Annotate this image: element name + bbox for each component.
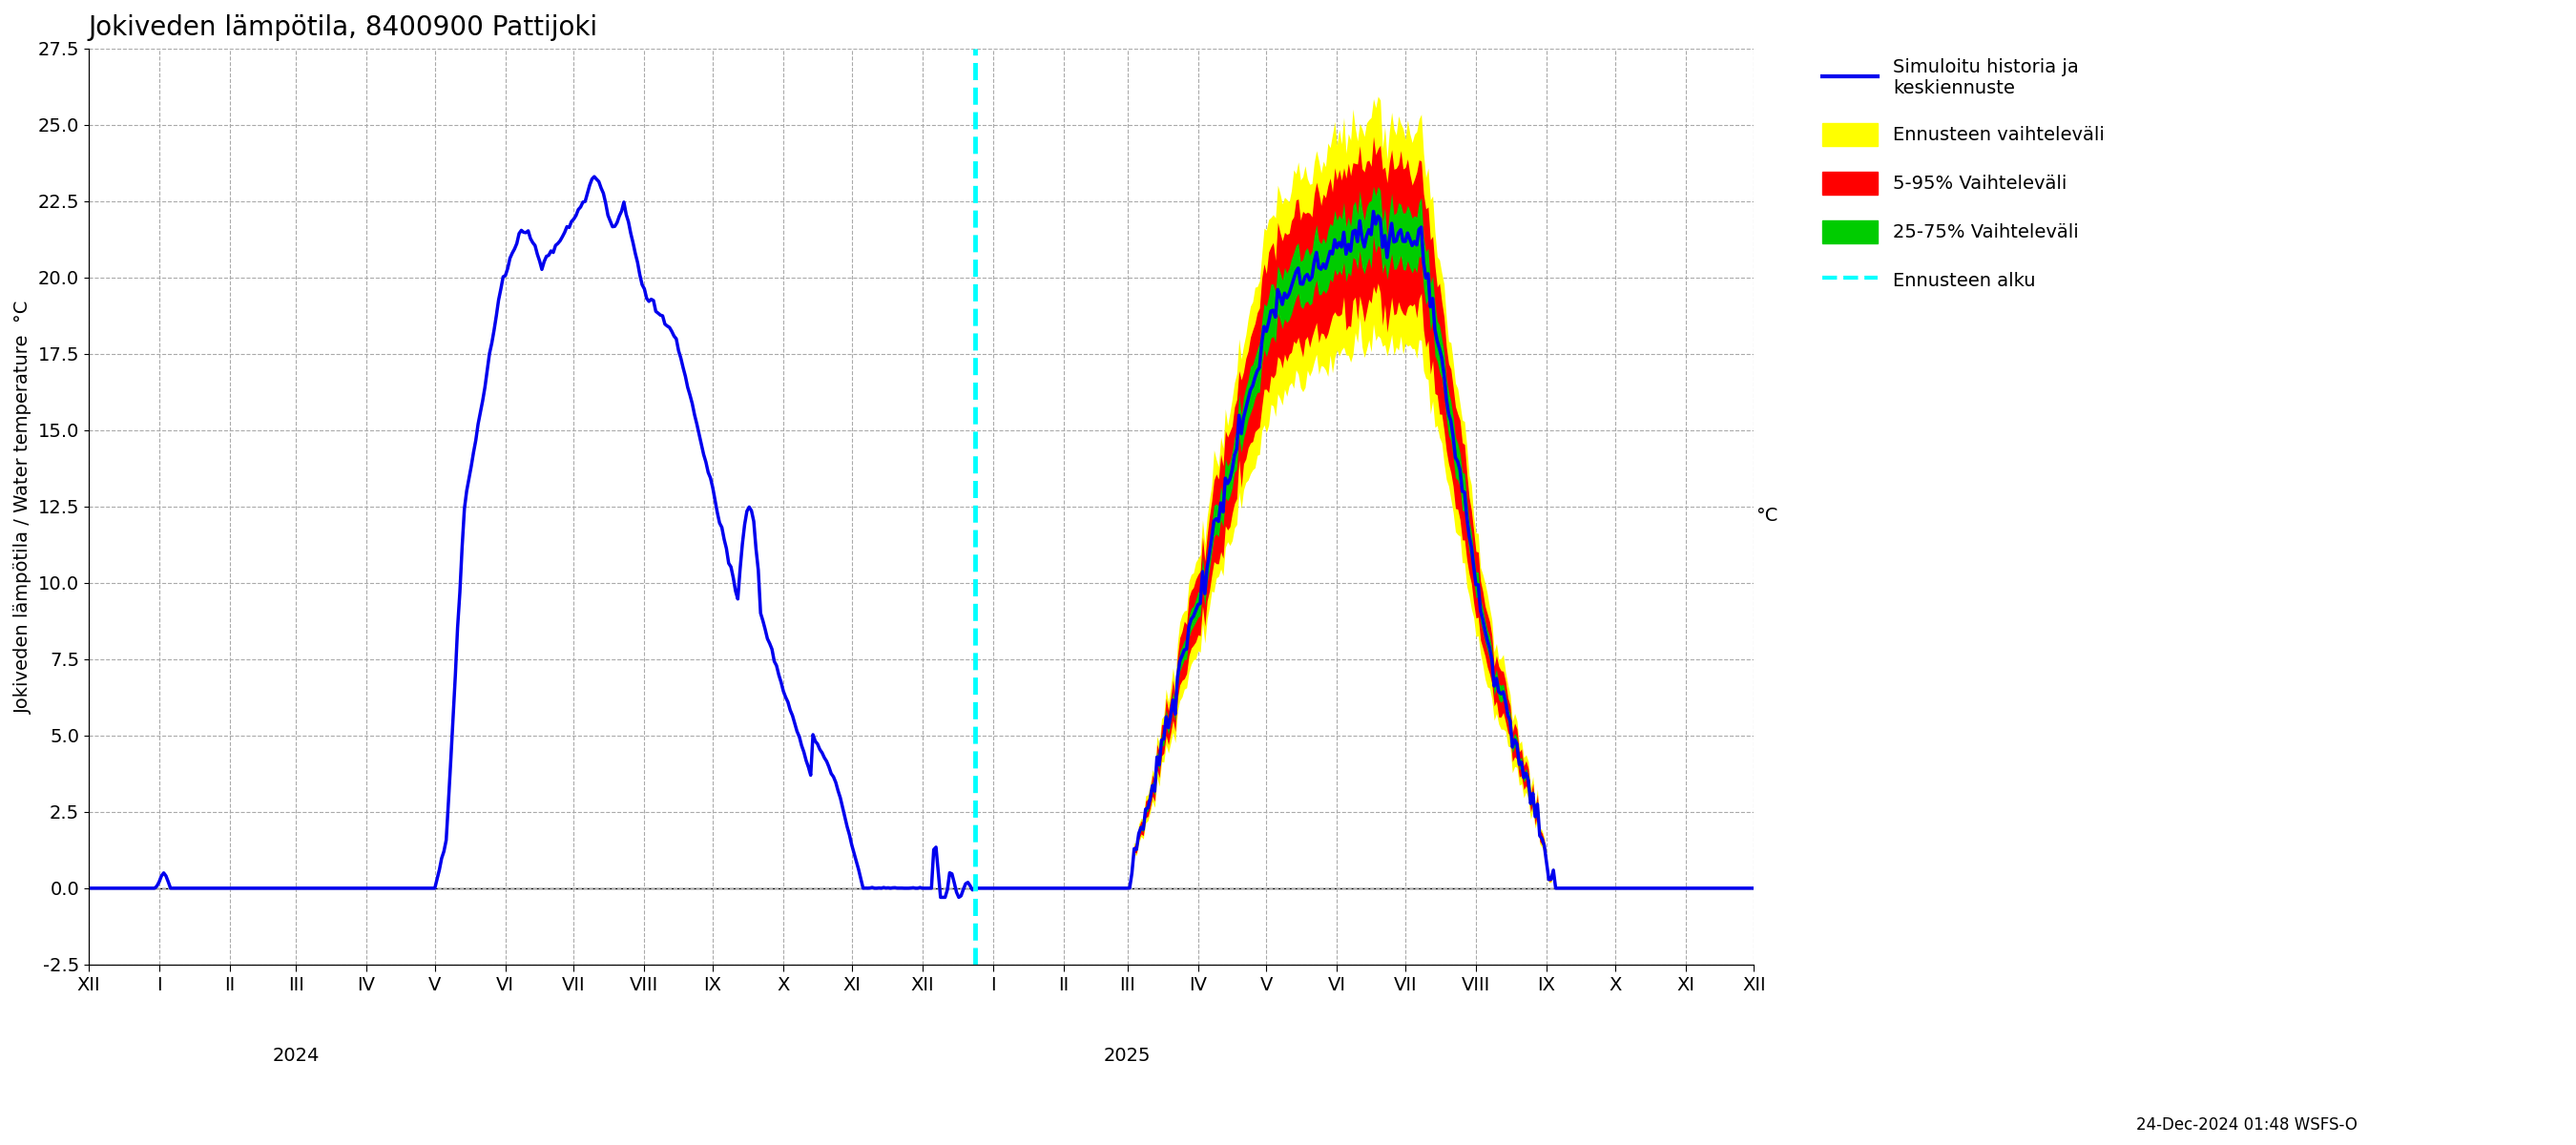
Y-axis label: Jokiveden lämpötila / Water temperature  °C: Jokiveden lämpötila / Water temperature … <box>15 300 33 713</box>
Text: 2025: 2025 <box>1103 1047 1151 1065</box>
Text: 24-Dec-2024 01:48 WSFS-O: 24-Dec-2024 01:48 WSFS-O <box>2136 1116 2357 1134</box>
Text: Jokiveden lämpötila, 8400900 Pattijoki: Jokiveden lämpötila, 8400900 Pattijoki <box>88 14 598 41</box>
Y-axis label: °C: °C <box>1757 506 1777 524</box>
Text: 2024: 2024 <box>273 1047 319 1065</box>
Legend: Simuloitu historia ja
keskiennuste, Ennusteen vaihteleväli, 5-95% Vaihteleväli, : Simuloitu historia ja keskiennuste, Ennu… <box>1814 49 2115 301</box>
